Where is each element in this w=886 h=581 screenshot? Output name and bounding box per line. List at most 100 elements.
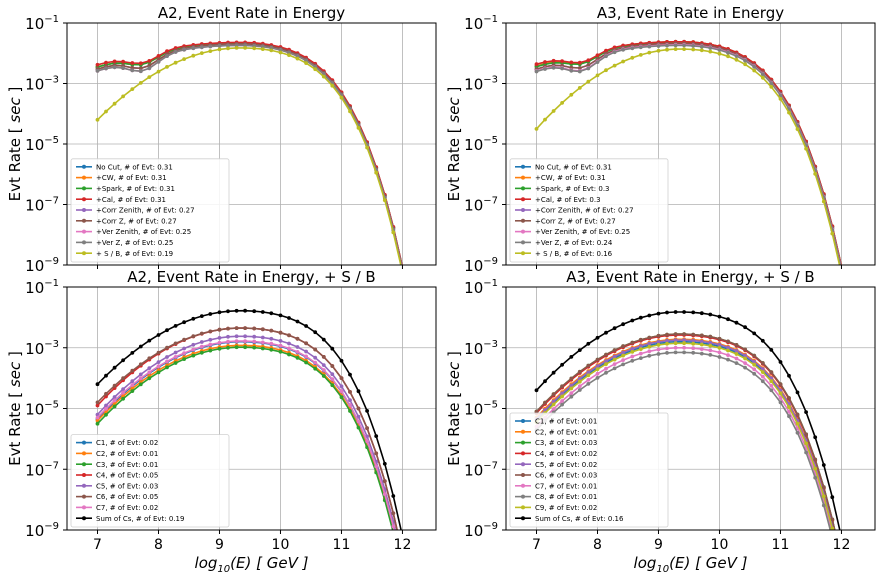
series-point	[840, 567, 844, 571]
y-tick-exponent: −9	[44, 521, 59, 532]
series-point	[586, 382, 591, 386]
series-point	[243, 345, 248, 350]
series-point	[130, 368, 135, 373]
series-point	[339, 358, 344, 363]
series-point	[313, 67, 318, 72]
series-point	[673, 47, 678, 51]
series-point	[787, 405, 791, 409]
series-3	[95, 345, 395, 535]
y-tick-exponent: −9	[483, 256, 498, 267]
series-point	[604, 68, 608, 73]
series-point	[252, 339, 257, 344]
legend-label: C6, # of Evt: 0.05	[96, 493, 158, 501]
series-point	[708, 46, 713, 50]
y-tick-mantissa: 10	[25, 136, 44, 154]
y-tick-exponent: −7	[44, 460, 59, 471]
series-point	[577, 69, 582, 74]
series-point	[104, 373, 108, 378]
series-point	[330, 383, 335, 388]
series-point	[752, 362, 757, 367]
series-point	[391, 531, 395, 535]
series-point	[191, 334, 196, 339]
series-point	[348, 372, 352, 377]
series-point	[743, 361, 747, 365]
legend-marker	[82, 251, 86, 256]
series-point	[551, 109, 556, 113]
series-point	[708, 49, 713, 54]
series-point	[647, 349, 652, 354]
series-point	[673, 338, 678, 343]
series-point	[295, 336, 300, 341]
series-point	[560, 391, 564, 396]
series-point	[226, 326, 230, 331]
series-point	[173, 355, 178, 359]
series-point	[752, 68, 757, 73]
series-point	[269, 48, 274, 53]
series-point	[199, 350, 204, 355]
y-tick-label: 10−9	[464, 521, 498, 540]
series-point	[560, 402, 564, 407]
series-point	[656, 347, 661, 352]
y-tick-exponent: −1	[483, 278, 498, 289]
x-tick-label: 12	[394, 537, 412, 553]
series-point	[577, 384, 582, 389]
series-point	[217, 346, 222, 351]
legend-marker	[82, 473, 86, 477]
series-point	[665, 310, 669, 315]
series-7	[95, 339, 396, 530]
x-tick-label: 11	[333, 537, 351, 553]
series-point	[647, 344, 652, 349]
series-point	[691, 341, 696, 346]
legend-entry: + S / B, # of Evt: 0.16	[515, 250, 613, 258]
series-point	[560, 399, 564, 403]
chart-title: A3, Event Rate in Energy	[597, 4, 784, 22]
series-point	[112, 404, 117, 409]
series-point	[156, 350, 161, 355]
series-point	[269, 341, 274, 346]
series-point	[199, 314, 204, 318]
series-point	[243, 334, 248, 339]
series-point	[252, 309, 257, 314]
series-point	[112, 383, 117, 388]
series-point	[191, 353, 196, 358]
legend-entry: +Spark, # of Evt: 0.31	[76, 185, 175, 193]
chart-title: A2, Event Rate in Energy	[158, 4, 345, 22]
legend-marker	[521, 429, 525, 434]
series-point	[365, 445, 369, 450]
series-point	[708, 312, 713, 317]
series-point	[313, 366, 318, 371]
series-point	[130, 65, 135, 70]
series-point	[726, 353, 730, 357]
series-point	[577, 86, 582, 90]
series-point	[769, 383, 774, 388]
series-point	[621, 344, 625, 349]
y-tick-mantissa: 10	[464, 279, 483, 297]
series-point	[401, 271, 405, 275]
series-10	[534, 310, 841, 530]
series-point	[760, 338, 765, 343]
chart-title: A3, Event Rate in Energy, + S / B	[566, 268, 814, 286]
series-point	[339, 384, 344, 389]
series-point	[595, 335, 600, 340]
series-point	[147, 376, 152, 381]
series-point	[569, 376, 574, 381]
series-point	[604, 370, 608, 375]
series-point	[840, 565, 844, 569]
series-group	[534, 39, 843, 265]
series-point	[348, 409, 352, 413]
legend-entry: + S / B, # of Evt: 0.19	[76, 250, 173, 258]
legend-marker	[521, 516, 525, 521]
series-point	[234, 339, 239, 343]
y-tick-label: 10−3	[464, 339, 498, 358]
series-point	[586, 373, 591, 378]
series-point	[252, 334, 257, 339]
legend: C1, # of Evt: 0.02 C2, # of Evt: 0.01 C3, …	[70, 434, 230, 528]
y-tick-label: 10−9	[25, 521, 59, 540]
series-point	[577, 66, 582, 70]
y-tick-mantissa: 10	[464, 257, 483, 275]
series-point	[630, 354, 635, 359]
y-label-close: ]	[445, 87, 463, 98]
series-point	[304, 354, 308, 359]
series-point	[656, 340, 661, 344]
